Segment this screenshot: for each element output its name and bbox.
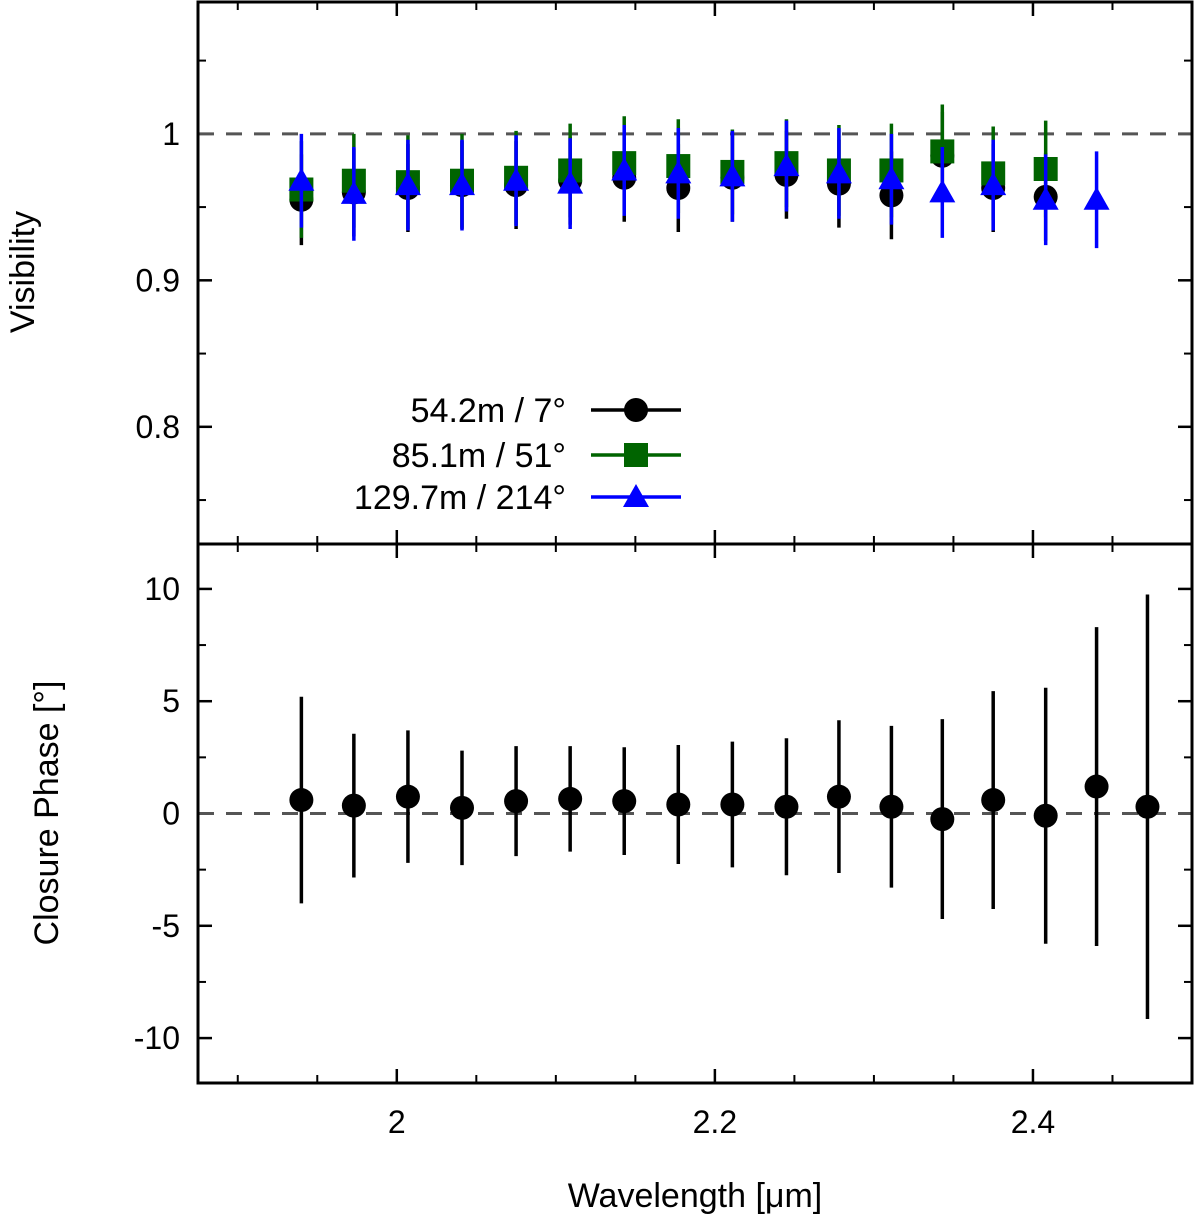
visibility-point	[503, 167, 530, 191]
closure-phase-point	[1135, 794, 1160, 819]
visibility-point	[773, 153, 800, 177]
closure-phase-y-tick-label: 5	[162, 683, 180, 719]
closure-phase-point	[930, 807, 955, 832]
legend-marker	[624, 443, 648, 467]
visibility-series-3	[288, 120, 1110, 249]
closure-phase-point	[666, 792, 691, 817]
visibility-point	[611, 157, 638, 181]
wavelength-tick-label: 2.2	[693, 1104, 737, 1140]
closure-phase-point	[289, 788, 314, 813]
visibility-point	[288, 167, 315, 191]
legend-marker	[623, 484, 649, 507]
visibility-point	[394, 172, 421, 196]
visibility-point	[878, 166, 905, 190]
visibility-point	[1032, 186, 1059, 210]
closure-phase-plot-frame	[196, 542, 1194, 1085]
visibility-point	[825, 160, 852, 184]
visibility-point	[929, 179, 956, 203]
closure-phase-point	[1033, 803, 1058, 828]
legend-label: 54.2m / 7°	[411, 392, 566, 430]
visibility-point	[340, 180, 367, 204]
legend-label: 85.1m / 51°	[392, 437, 566, 475]
closure-phase-point	[879, 794, 904, 819]
visibility-point	[449, 172, 476, 196]
visibility-point	[719, 163, 746, 187]
legend-label: 129.7m / 214°	[354, 479, 566, 517]
visibility-data-marks	[288, 104, 1110, 249]
closure-phase-point	[558, 786, 583, 811]
legend: 54.2m / 7° 85.1m / 51° 129.7m / 214°	[354, 392, 681, 517]
visibility-axis-label: Visibility	[4, 211, 42, 333]
closure-phase-point	[826, 784, 851, 809]
visibility-y-tick-label: 0.9	[136, 262, 180, 298]
visibility-point	[1083, 186, 1110, 210]
closure-phase-point	[395, 784, 420, 809]
visibility-panel: 0.8 0.9 1 54.2m / 7° 85.1m / 51° 129.7m / 21…	[4, 0, 1194, 546]
visibility-point	[665, 160, 692, 184]
closure-phase-point	[504, 789, 529, 814]
closure-phase-point	[612, 789, 637, 814]
wavelength-tick-label: 2.4	[1011, 1104, 1055, 1140]
closure-phase-series-1	[289, 594, 1160, 1019]
closure-phase-y-ticks: -10 -5 0 5 10	[134, 571, 1192, 1056]
wavelength-axis-label: Wavelength [μm]	[568, 1177, 823, 1215]
closure-phase-y-tick-label: -5	[152, 908, 180, 944]
closure-phase-point	[774, 794, 799, 819]
closure-phase-point	[981, 788, 1006, 813]
wavelength-tick-label: 2	[388, 1104, 406, 1140]
closure-phase-data-marks	[289, 594, 1160, 1019]
closure-phase-y-tick-label: 0	[162, 796, 180, 832]
closure-phase-point	[720, 792, 745, 817]
visibility-y-tick-label: 1	[162, 116, 180, 152]
closure-phase-y-tick-label: -10	[134, 1020, 180, 1056]
legend-marker	[624, 398, 648, 422]
closure-phase-y-tick-label: 10	[144, 571, 180, 607]
closure-phase-axis-label: Closure Phase [°]	[28, 681, 66, 946]
closure-phase-panel: -10 -5 0 5 10 2 2.2 2.4 Closure Phase [°] Wave…	[28, 2, 1194, 1215]
closure-phase-point	[341, 793, 366, 818]
closure-phase-point	[1084, 774, 1109, 799]
visibility-point	[557, 170, 584, 194]
closure-phase-point	[450, 795, 475, 820]
visibility-point	[980, 172, 1007, 196]
visibility-y-tick-label: 0.8	[136, 409, 180, 445]
